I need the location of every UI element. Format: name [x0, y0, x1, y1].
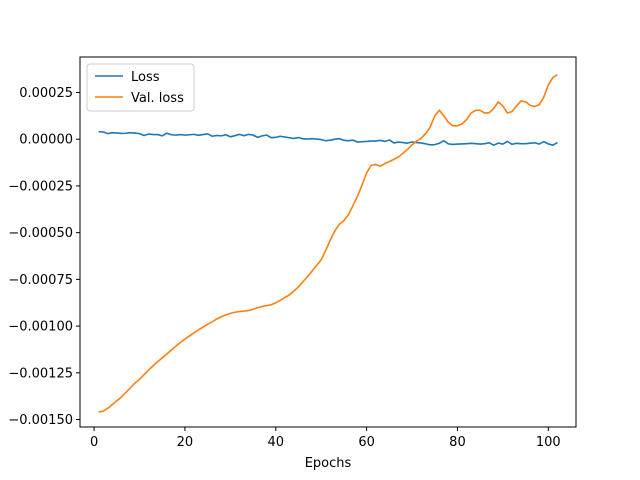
y-tick-label: −0.00050 [8, 226, 73, 241]
series-val-loss-line [98, 74, 558, 413]
y-axis: −0.00150 −0.00125 −0.00100 −0.00075 −0.00050… [8, 86, 80, 428]
x-tick-label: 40 [267, 435, 284, 450]
plot-area [80, 57, 576, 427]
y-tick-label: 0.00025 [19, 86, 73, 101]
series-loss-line [98, 130, 558, 146]
y-tick-label: −0.00150 [8, 413, 73, 428]
series-layer [98, 74, 558, 413]
x-tick-label: 80 [449, 435, 466, 450]
x-tick-label: 60 [358, 435, 375, 450]
y-tick-label: −0.00100 [8, 320, 73, 335]
y-tick-label: −0.00075 [8, 273, 73, 288]
x-axis-label: Epochs [305, 456, 352, 471]
x-tick-label: 100 [536, 435, 561, 450]
x-axis: 0 20 40 60 80 100 [90, 427, 561, 450]
x-tick-label: 20 [177, 435, 194, 450]
x-tick-label: 0 [90, 435, 98, 450]
legend-label-loss: Loss [131, 70, 160, 85]
legend: Loss Val. loss [86, 63, 195, 112]
y-tick-label: 0.00000 [19, 133, 73, 148]
y-tick-label: −0.00025 [8, 179, 73, 194]
y-tick-label: −0.00125 [8, 366, 73, 381]
legend-label-val-loss: Val. loss [131, 91, 184, 106]
plot-frame [79, 56, 577, 428]
